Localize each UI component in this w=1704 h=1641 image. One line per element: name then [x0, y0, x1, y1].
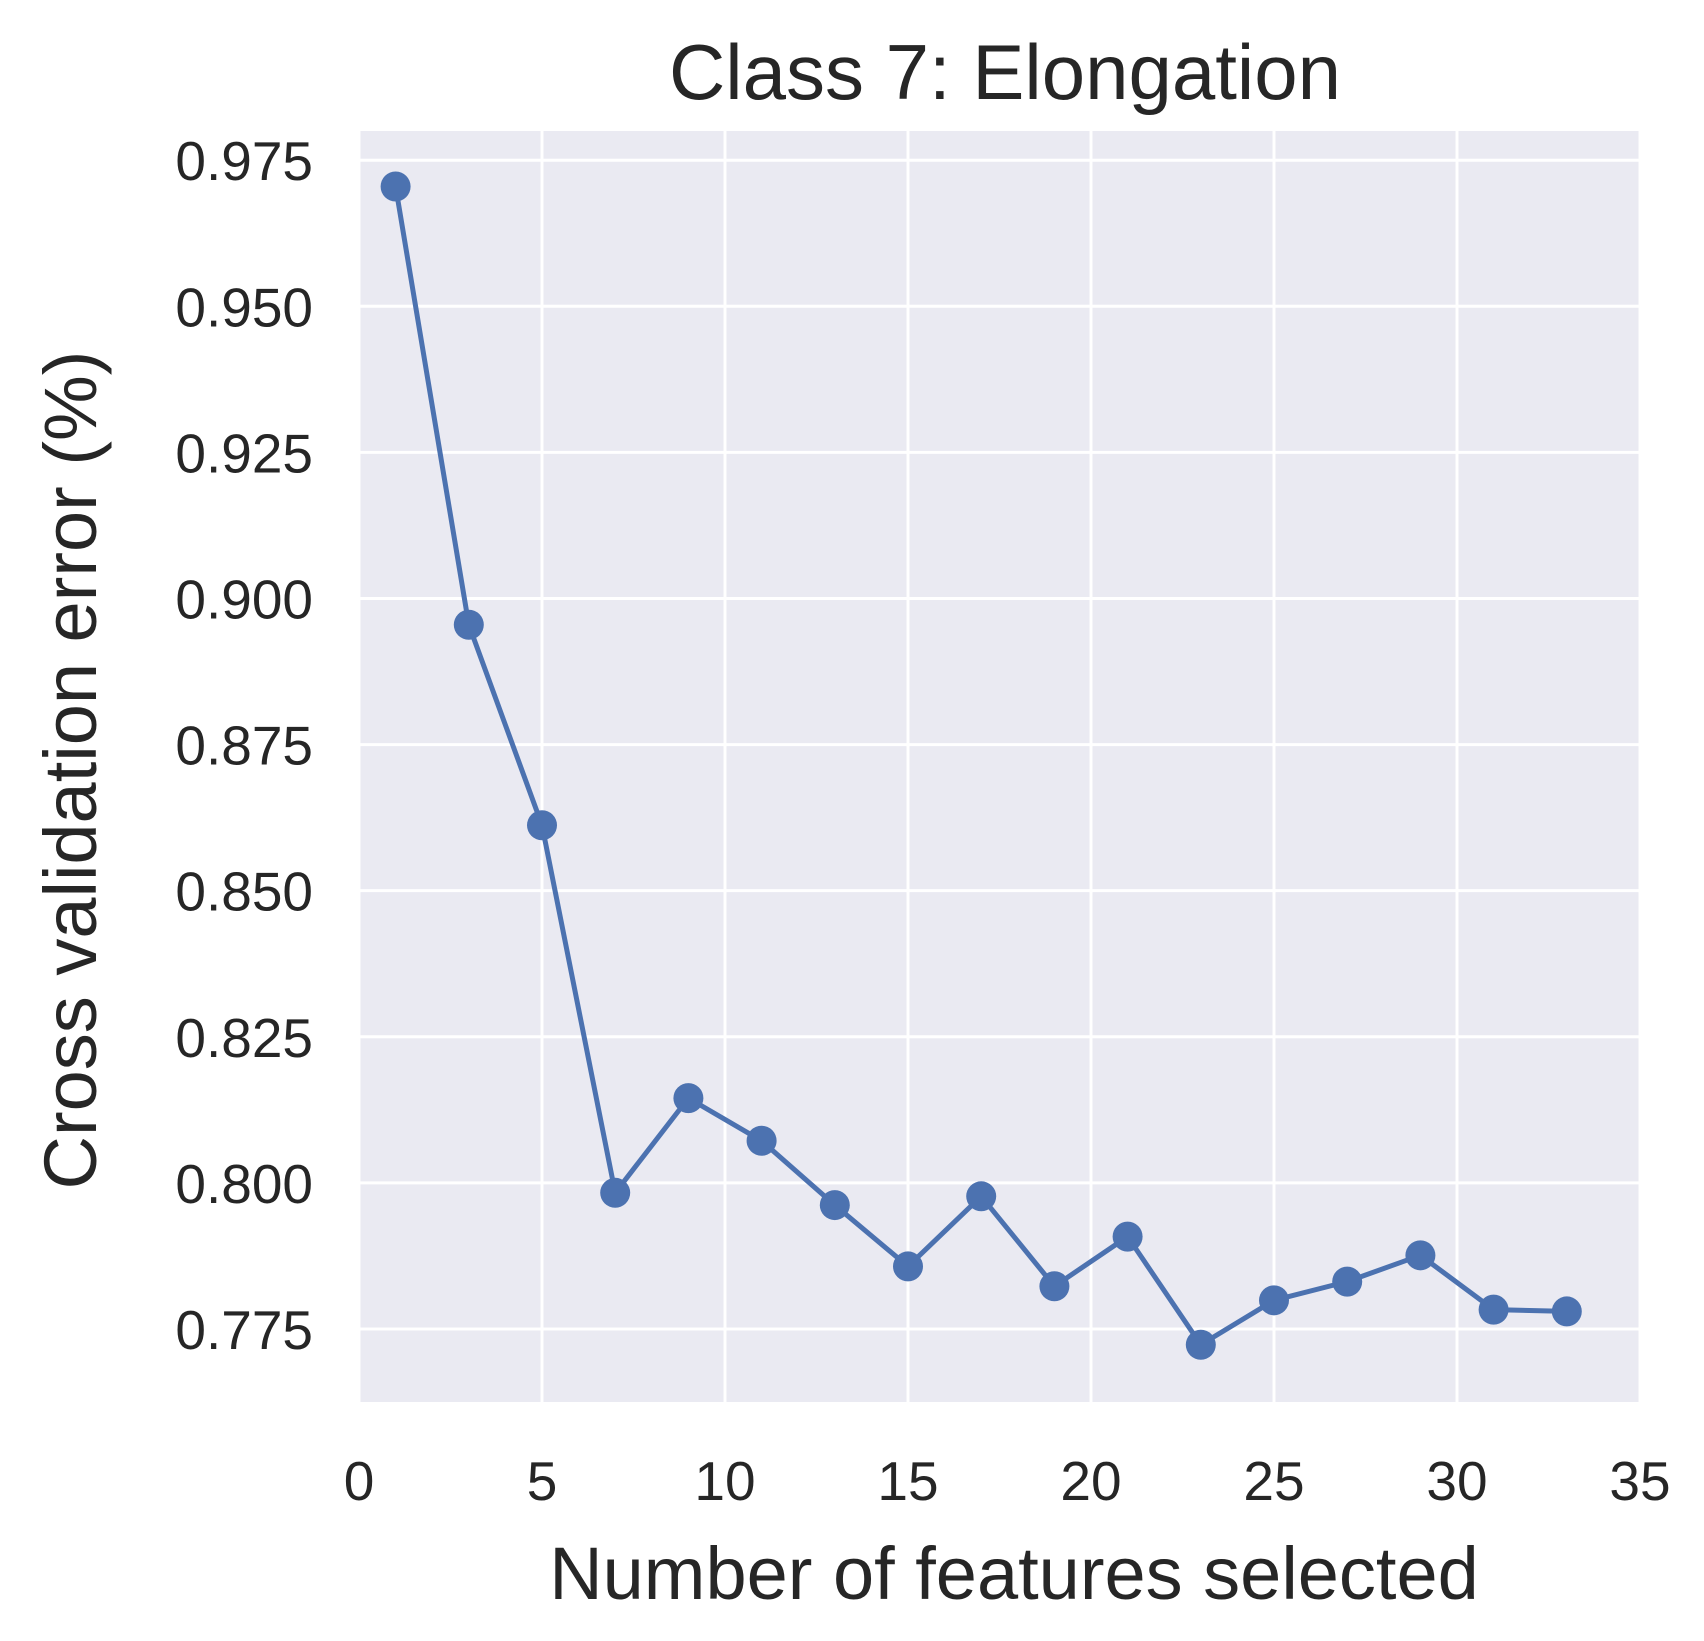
plot-area: [359, 131, 1640, 1402]
y-axis-label: Cross validation error (%): [29, 351, 112, 1190]
data-point: [1551, 1296, 1582, 1327]
x-tick-label: 25: [1243, 1450, 1304, 1512]
data-point: [673, 1083, 704, 1114]
x-tick-label: 30: [1426, 1450, 1487, 1512]
series-points: [380, 171, 1582, 1360]
y-tick-label: 0.875: [175, 715, 313, 777]
data-point: [380, 171, 411, 202]
x-tick-label: 5: [527, 1450, 558, 1512]
data-point: [746, 1125, 777, 1156]
y-tick-label: 0.850: [175, 861, 313, 923]
data-point: [1332, 1266, 1363, 1297]
y-tick-label: 0.950: [175, 276, 313, 338]
data-point: [819, 1190, 850, 1221]
grid: [357, 131, 1642, 1402]
x-axis-label: Number of features selected: [549, 1532, 1479, 1615]
data-point: [1112, 1221, 1143, 1252]
data-point: [1478, 1294, 1509, 1325]
data-point: [1259, 1285, 1289, 1316]
data-point: [1405, 1240, 1436, 1271]
data-point: [1039, 1271, 1070, 1302]
y-tick-labels: 0.775 0.800 0.825 0.850 0.875 0.900 0.925 0.950…: [175, 130, 313, 1361]
chart-title: Class 7: Elongation: [669, 28, 1341, 116]
data-point: [893, 1251, 923, 1282]
data-point: [1185, 1329, 1216, 1360]
x-tick-label: 15: [877, 1450, 938, 1512]
data-point: [966, 1181, 997, 1212]
x-tick-label: 10: [694, 1450, 755, 1512]
y-tick-label: 0.825: [175, 1007, 313, 1069]
x-tick-labels: 0 5 10 15 20 25 30 35: [344, 1450, 1671, 1512]
data-point: [600, 1177, 631, 1208]
data-point: [453, 609, 484, 640]
y-tick-label: 0.925: [175, 422, 313, 484]
y-tick-label: 0.900: [175, 568, 313, 630]
y-tick-label: 0.800: [175, 1153, 313, 1215]
x-tick-label: 35: [1609, 1450, 1670, 1512]
x-tick-label: 20: [1060, 1450, 1121, 1512]
x-tick-label: 0: [344, 1450, 375, 1512]
y-tick-label: 0.775: [175, 1299, 313, 1361]
y-tick-label: 0.975: [175, 130, 313, 192]
data-point: [527, 810, 557, 841]
